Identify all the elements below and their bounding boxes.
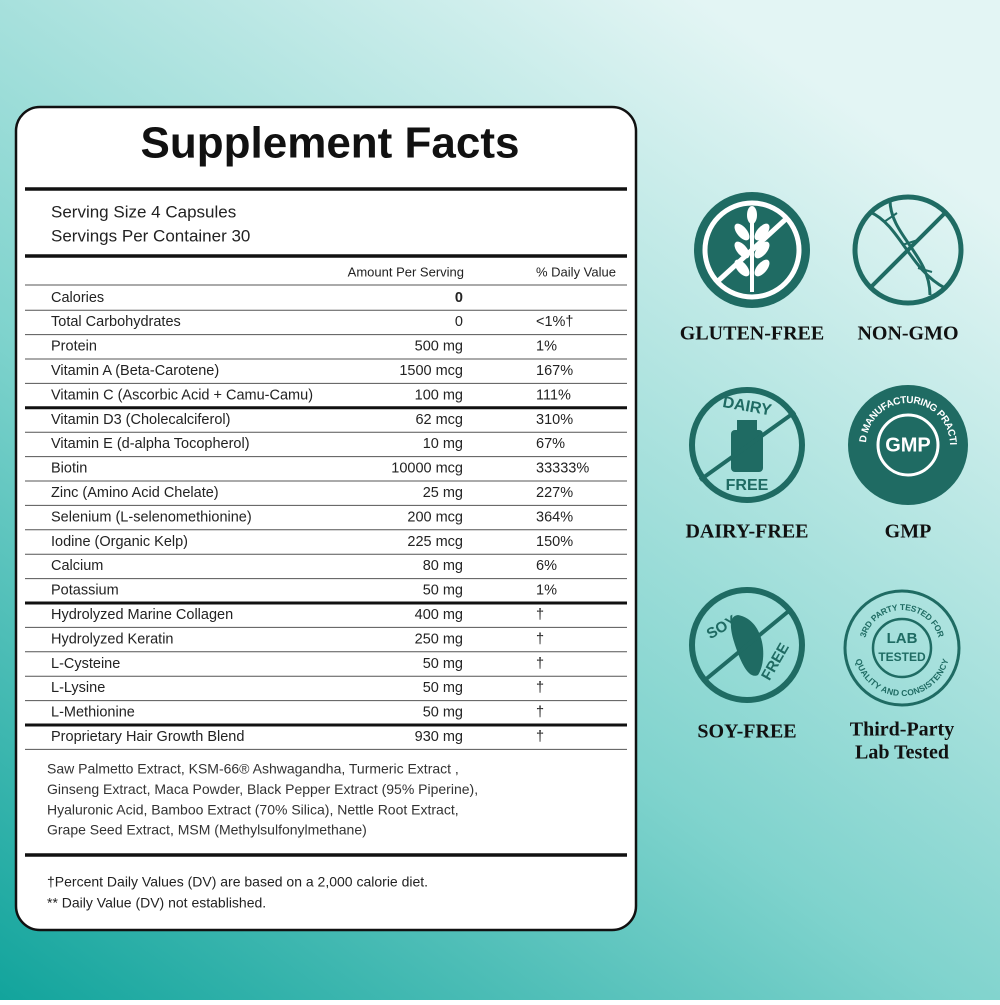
nutrient-amount: 10000 mcg bbox=[391, 461, 463, 477]
badge-label: Third-Party bbox=[850, 719, 954, 741]
nutrient-name: Selenium (L-selenomethionine) bbox=[51, 509, 252, 525]
gluten-free-icon bbox=[694, 192, 810, 308]
non-gmo-icon bbox=[852, 194, 964, 306]
daily-value: 1% bbox=[536, 339, 557, 355]
icon-text: LAB bbox=[887, 630, 918, 647]
blend-text: Ginseng Extract, Maca Powder, Black Pepp… bbox=[47, 781, 478, 797]
nutrient-amount: 50 mg bbox=[423, 680, 463, 696]
nutrient-amount: 200 mcg bbox=[407, 509, 463, 525]
daily-value: † bbox=[536, 680, 544, 696]
column-header: % Daily Value bbox=[536, 264, 616, 279]
nutrient-name: Vitamin C (Ascorbic Acid + Camu-Camu) bbox=[51, 387, 313, 403]
servings-per-container: Servings Per Container 30 bbox=[51, 226, 250, 245]
nutrient-amount: 500 mg bbox=[415, 339, 463, 355]
daily-value: <1%† bbox=[536, 314, 574, 330]
daily-value: † bbox=[536, 656, 544, 672]
nutrient-name: L-Lysine bbox=[51, 680, 105, 696]
nutrient-name: Hydrolyzed Keratin bbox=[51, 631, 174, 647]
nutrient-amount: 80 mg bbox=[423, 558, 463, 574]
icon-text: TESTED bbox=[878, 650, 926, 664]
nutrient-amount: 400 mg bbox=[415, 607, 463, 623]
daily-value: † bbox=[536, 705, 544, 721]
daily-value: 227% bbox=[536, 485, 573, 501]
nutrient-name: Calcium bbox=[51, 558, 103, 574]
nutrient-amount: 62 mcg bbox=[415, 412, 463, 428]
footnote: ** Daily Value (DV) not established. bbox=[47, 895, 266, 911]
nutrient-amount: 10 mg bbox=[423, 436, 463, 452]
nutrient-amount: 930 mg bbox=[415, 729, 463, 745]
nutrient-name: Zinc (Amino Acid Chelate) bbox=[51, 485, 219, 501]
nutrient-amount: 100 mg bbox=[415, 387, 463, 403]
daily-value: 1% bbox=[536, 583, 557, 599]
nutrient-amount: 50 mg bbox=[423, 656, 463, 672]
blend-text: Hyaluronic Acid, Bamboo Extract (70% Sil… bbox=[47, 801, 459, 817]
daily-value: 111% bbox=[536, 387, 571, 403]
nutrient-name: L-Methionine bbox=[51, 705, 135, 721]
daily-value: 364% bbox=[536, 509, 573, 525]
nutrient-amount: 0 bbox=[455, 290, 463, 306]
badge-label: NON-GMO bbox=[857, 323, 958, 345]
nutrient-name: Vitamin A (Beta-Carotene) bbox=[51, 363, 219, 379]
nutrient-amount: 0 bbox=[455, 314, 463, 330]
nutrient-name: Protein bbox=[51, 339, 97, 355]
nutrient-amount: 50 mg bbox=[423, 705, 463, 721]
daily-value: † bbox=[536, 607, 544, 623]
icon-text: FREE bbox=[726, 477, 769, 494]
nutrient-name: Biotin bbox=[51, 461, 87, 477]
nutrient-amount: 1500 mcg bbox=[399, 363, 463, 379]
nutrient-amount: 25 mg bbox=[423, 485, 463, 501]
footnote: †Percent Daily Values (DV) are based on … bbox=[47, 874, 428, 890]
daily-value: † bbox=[536, 729, 544, 745]
daily-value: † bbox=[536, 631, 544, 647]
badge-label: GMP bbox=[885, 521, 932, 543]
nutrient-name: Hydrolyzed Marine Collagen bbox=[51, 607, 233, 623]
nutrient-amount: 250 mg bbox=[415, 631, 463, 647]
nutrient-name: Iodine (Organic Kelp) bbox=[51, 534, 188, 550]
daily-value: 67% bbox=[536, 436, 565, 452]
panel-title: Supplement Facts bbox=[141, 119, 520, 168]
daily-value: 33333% bbox=[536, 461, 589, 477]
daily-value: 150% bbox=[536, 534, 573, 550]
nutrient-amount: 50 mg bbox=[423, 583, 463, 599]
nutrient-name: L-Cysteine bbox=[51, 656, 120, 672]
nutrient-name: Vitamin E (d-alpha Tocopherol) bbox=[51, 436, 250, 452]
nutrient-name: Calories bbox=[51, 290, 104, 306]
badge-label: SOY-FREE bbox=[697, 721, 796, 743]
nutrient-name: Total Carbohydrates bbox=[51, 314, 181, 330]
daily-value: 6% bbox=[536, 558, 557, 574]
blend-text: Saw Palmetto Extract, KSM-66® Ashwagandh… bbox=[47, 761, 459, 777]
daily-value: 167% bbox=[536, 363, 573, 379]
blend-text: Grape Seed Extract, MSM (Methylsulfonylm… bbox=[47, 822, 367, 838]
badge-label: Lab Tested bbox=[855, 742, 949, 764]
badge-label: DAIRY-FREE bbox=[685, 521, 808, 543]
icon-text: GMP bbox=[885, 434, 931, 456]
column-header: Amount Per Serving bbox=[348, 264, 464, 279]
nutrient-name: Vitamin D3 (Cholecalciferol) bbox=[51, 412, 230, 428]
nutrient-name: Potassium bbox=[51, 583, 119, 599]
daily-value: 310% bbox=[536, 412, 573, 428]
serving-size: Serving Size 4 Capsules bbox=[51, 202, 236, 221]
badge-label: GLUTEN-FREE bbox=[680, 323, 824, 345]
nutrient-amount: 225 mcg bbox=[407, 534, 463, 550]
nutrient-name: Proprietary Hair Growth Blend bbox=[51, 729, 244, 745]
